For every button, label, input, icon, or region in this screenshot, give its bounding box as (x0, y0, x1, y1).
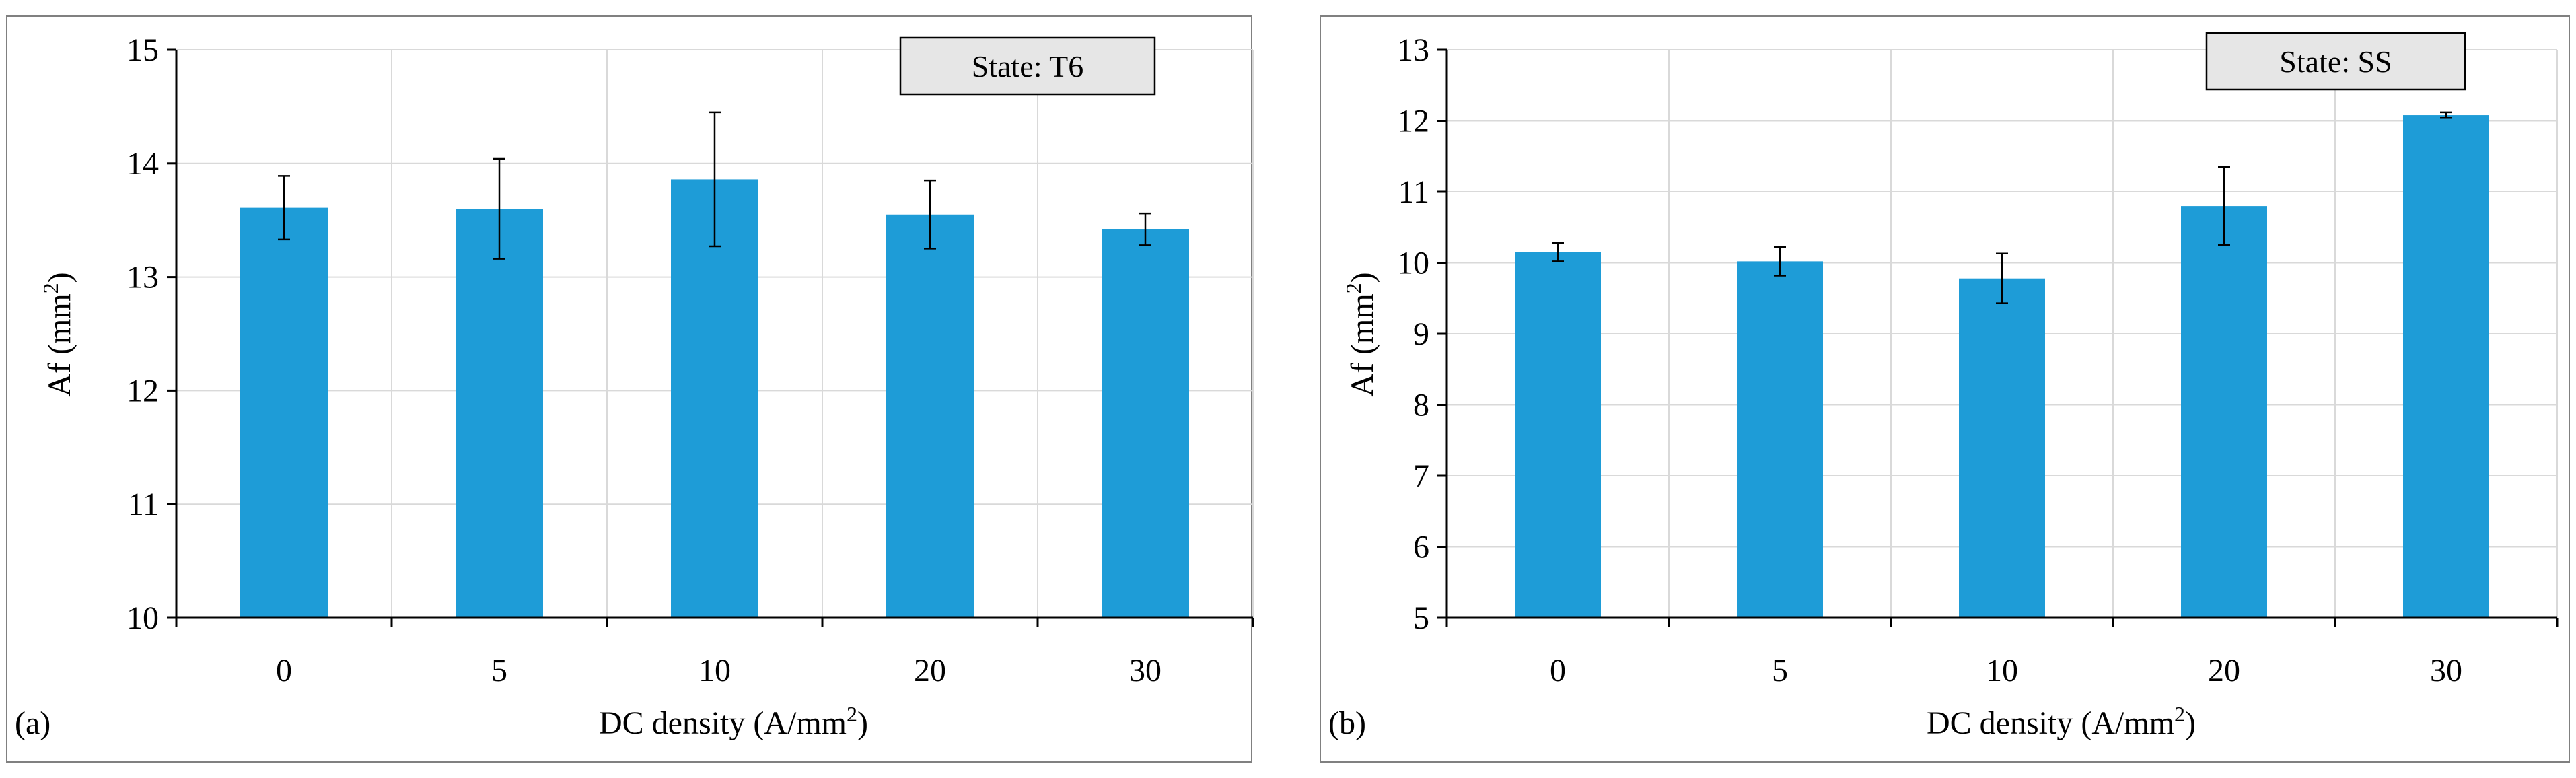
panel-b-bars (1515, 115, 2489, 618)
panel-a-x-axis-title: DC density (A/mm2) (599, 702, 868, 741)
panel-b-x-tick-label: 10 (1986, 653, 2018, 688)
panel-b-y-tick-label: 13 (1397, 32, 1429, 68)
panel-b-label: (b) (1328, 705, 1366, 741)
panel-a-y-tick-label: 14 (127, 146, 159, 182)
panel-b-y-tick-label: 9 (1413, 316, 1429, 352)
panel-b-y-tick-label: 12 (1397, 104, 1429, 139)
panel-a-x-tick-label: 10 (699, 653, 731, 688)
panel-b-error-bar (1552, 242, 1564, 262)
panel-a-bar (240, 207, 328, 618)
panel-a-bars (240, 179, 1189, 618)
panel-a-state-label: State: T6 (972, 49, 1084, 83)
panel-b: 5 6 7 8 9 10 11 12 13 0 5 10 20 30 Af (mm2) DC densi… (1320, 15, 2570, 763)
panel-a-bar (671, 179, 758, 618)
panel-a-y-tick-label: 15 (127, 32, 159, 68)
panel-b-bar (1959, 278, 2045, 618)
panel-b-x-tick-label: 0 (1550, 653, 1566, 688)
panel-a: 10 11 12 13 14 15 0 5 10 20 30 Af (mm2) DC densit… (6, 15, 1254, 763)
panel-a-y-tick-label: 13 (127, 260, 159, 295)
panel-b-y-tick-labels: 5 6 7 8 9 10 11 12 13 (1397, 32, 1429, 636)
panel-b-bar (1515, 252, 1601, 618)
panel-a-x-tick-label: 30 (1129, 653, 1161, 688)
panel-a-error-bars (278, 111, 1151, 260)
panel-a-axes (167, 48, 1254, 627)
panel-b-frame (1320, 15, 2570, 763)
panel-b-y-tick-label: 11 (1398, 174, 1429, 210)
panel-a-y-tick-label: 10 (127, 600, 159, 636)
panel-b-y-axis-title: Af (mm2) (1341, 272, 1380, 396)
panel-b-error-bar (2218, 166, 2230, 246)
panel-a-x-tick-label: 5 (491, 653, 507, 688)
panel-a-x-tick-labels: 0 5 10 20 30 (276, 653, 1161, 688)
panel-b-error-bar (2440, 111, 2452, 119)
panel-b-bar (2181, 206, 2267, 618)
panel-a-label: (a) (15, 705, 50, 741)
panel-a-y-axis-title: Af (mm2) (38, 272, 77, 396)
panel-b-x-tick-label: 5 (1772, 653, 1788, 688)
panel-b-y-tick-label: 10 (1397, 246, 1429, 281)
panel-a-bar (456, 209, 543, 618)
panel-b-x-axis-title: DC density (A/mm2) (1927, 702, 2196, 741)
panel-b-x-tick-label: 20 (2208, 653, 2240, 688)
panel-b-bar (2403, 115, 2489, 618)
panel-a-x-tick-label: 0 (276, 653, 292, 688)
panel-a-y-tick-label: 12 (127, 373, 159, 409)
panel-b-state-box: State: SS (2205, 32, 2466, 91)
panel-a-bar (886, 214, 974, 618)
panel-a-bar (1102, 229, 1189, 618)
panel-a-frame (6, 15, 1252, 763)
panel-a-error-bar (709, 111, 721, 248)
panel-a-error-bar (278, 175, 290, 241)
panel-a-state-box: State: T6 (899, 36, 1156, 96)
panel-a-y-tick-label: 11 (128, 487, 159, 522)
panel-b-state-label: State: SS (2279, 44, 2392, 79)
panel-b-bar (1737, 261, 1823, 618)
panel-b-y-tick-label: 6 (1413, 530, 1429, 565)
panel-a-error-bar (924, 179, 936, 250)
panel-b-x-tick-label: 30 (2430, 653, 2462, 688)
panel-b-x-tick-labels: 0 5 10 20 30 (1550, 653, 2462, 688)
panel-a-error-bar (1139, 212, 1151, 246)
panel-b-y-tick-label: 7 (1413, 458, 1429, 494)
panel-b-error-bar (1996, 252, 2008, 304)
panel-b-error-bars (1552, 111, 2452, 304)
panel-b-y-tick-label: 8 (1413, 388, 1429, 423)
panel-a-y-tick-labels: 10 11 12 13 14 15 (127, 32, 159, 636)
panel-a-x-tick-label: 20 (914, 653, 946, 688)
panel-b-y-tick-label: 5 (1413, 600, 1429, 636)
panel-b-axes (1437, 48, 2559, 627)
panel-a-error-bar (493, 157, 505, 260)
panel-b-error-bar (1774, 246, 1786, 277)
